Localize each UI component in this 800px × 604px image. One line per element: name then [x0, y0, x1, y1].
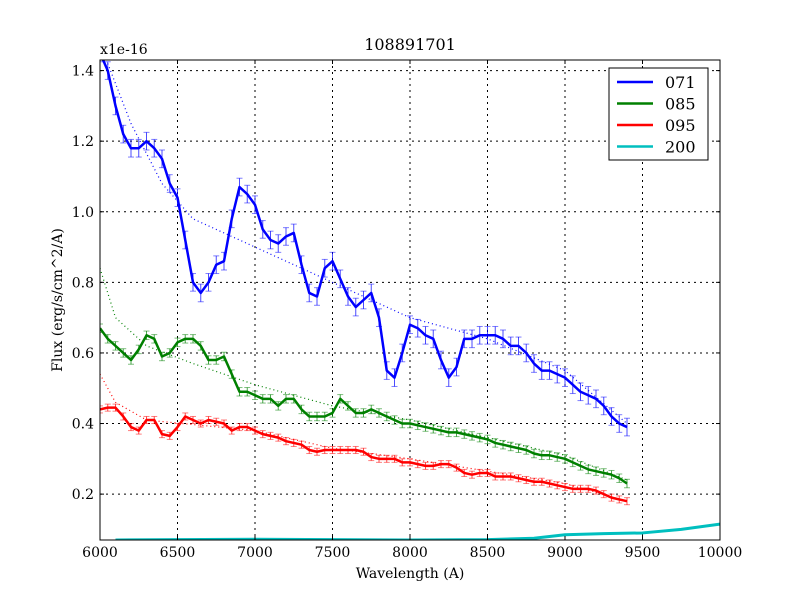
series-line-200: [115, 522, 720, 540]
x-tick-label: 9000: [547, 545, 583, 561]
series-071: [100, 60, 630, 437]
legend-label-200: 200: [665, 138, 696, 157]
y-tick-label: 0.8: [72, 275, 94, 291]
series-line-095: [100, 406, 628, 503]
y-tick-label: 0.6: [72, 346, 94, 362]
y-axis: 0.2 0.4 0.6 0.8 1.0 1.2 1.4: [72, 64, 720, 503]
x-axis-label: Wavelength (A): [356, 566, 465, 582]
x-tick-label: 9500: [625, 545, 661, 561]
y-tick-label: 1.0: [72, 205, 94, 221]
x-tick-label: 10000: [698, 545, 743, 561]
series-085: [100, 268, 630, 489]
legend-label-095: 095: [665, 116, 696, 135]
series-line-085: [100, 327, 628, 485]
y-tick-label: 1.2: [72, 134, 94, 150]
chart-title: 108891701: [364, 35, 456, 54]
legend-label-071: 071: [665, 73, 696, 92]
legend-box: [608, 67, 709, 161]
series-095: [100, 373, 630, 506]
x-tick-label: 6000: [82, 545, 118, 561]
y-tick-label: 0.4: [72, 417, 94, 433]
plot-area: [100, 60, 720, 540]
x-tick-label: 8000: [392, 545, 428, 561]
series-line-071: [101, 60, 628, 429]
x-tick-label: 6500: [160, 545, 196, 561]
y-offset-label: x1e-16: [100, 42, 148, 58]
y-tick-label: 0.2: [72, 487, 94, 503]
x-tick-label: 7500: [315, 545, 351, 561]
x-axis: 6000 6500 7000 7500 8000 8500 9000 9500 10000: [82, 60, 742, 561]
y-tick-label: 1.4: [72, 64, 94, 80]
fit-line-085: [100, 268, 628, 481]
y-axis-label: Flux (erg/s/cm^2/A): [50, 228, 66, 372]
x-tick-label: 7000: [237, 545, 273, 561]
x-tick-label: 8500: [470, 545, 506, 561]
legend-label-085: 085: [665, 95, 696, 114]
series-200: [115, 522, 720, 540]
legend: 071 085 095 200: [608, 67, 709, 161]
